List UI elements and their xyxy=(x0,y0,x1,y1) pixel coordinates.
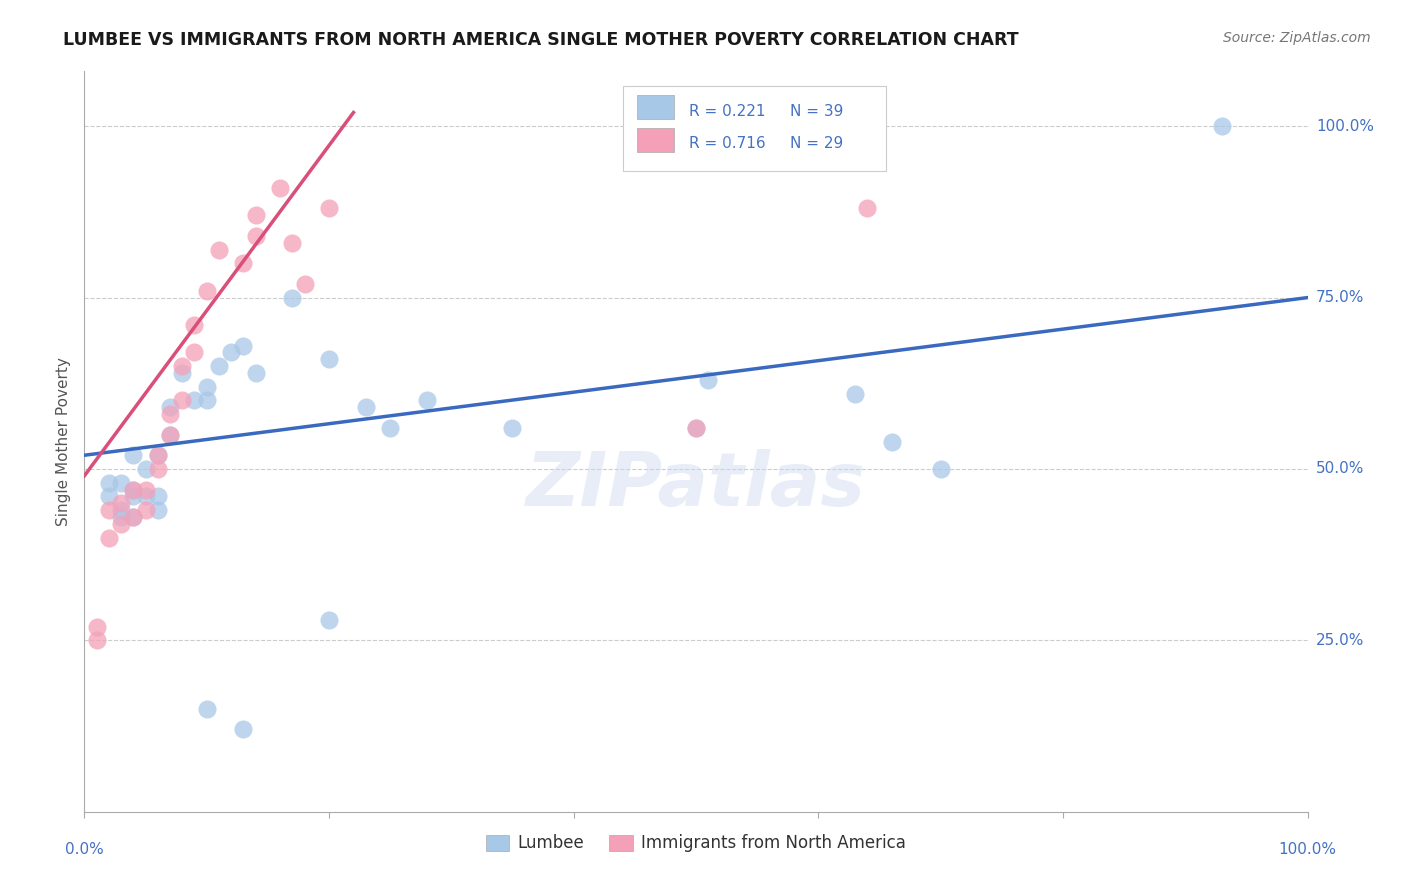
Point xyxy=(110,496,132,510)
Point xyxy=(110,510,132,524)
Point xyxy=(281,235,304,250)
Point xyxy=(294,277,316,291)
Point xyxy=(880,434,903,449)
Text: 50.0%: 50.0% xyxy=(1316,461,1364,476)
Point xyxy=(122,489,145,503)
Point xyxy=(135,462,157,476)
Point xyxy=(354,401,377,415)
Point xyxy=(685,421,707,435)
Text: 0.0%: 0.0% xyxy=(65,842,104,857)
Point xyxy=(159,427,181,442)
Point xyxy=(1211,119,1233,133)
Point xyxy=(86,633,108,648)
Point xyxy=(195,284,218,298)
Legend: Lumbee, Immigrants from North America: Lumbee, Immigrants from North America xyxy=(479,828,912,859)
Text: Source: ZipAtlas.com: Source: ZipAtlas.com xyxy=(1223,31,1371,45)
Point xyxy=(697,373,720,387)
Point xyxy=(135,503,157,517)
Point xyxy=(195,380,218,394)
Point xyxy=(183,318,205,332)
Text: 100.0%: 100.0% xyxy=(1316,119,1374,134)
Point xyxy=(318,202,340,216)
Point xyxy=(146,462,169,476)
Point xyxy=(159,401,181,415)
Point xyxy=(122,510,145,524)
Point xyxy=(269,181,291,195)
Text: R = 0.221: R = 0.221 xyxy=(689,103,765,119)
Point xyxy=(172,393,194,408)
Point xyxy=(685,421,707,435)
Point xyxy=(245,208,267,222)
Point xyxy=(318,352,340,367)
Text: 25.0%: 25.0% xyxy=(1316,632,1364,648)
Point xyxy=(183,345,205,359)
Point xyxy=(122,448,145,462)
Point xyxy=(146,448,169,462)
Point xyxy=(183,393,205,408)
Point xyxy=(245,366,267,380)
Text: N = 29: N = 29 xyxy=(790,136,844,152)
Point xyxy=(195,702,218,716)
Text: ZIPatlas: ZIPatlas xyxy=(526,450,866,523)
Point xyxy=(159,427,181,442)
Point xyxy=(208,243,231,257)
Point xyxy=(232,256,254,270)
Point xyxy=(844,386,866,401)
Point xyxy=(929,462,952,476)
Point xyxy=(110,516,132,531)
Point xyxy=(232,723,254,737)
Point xyxy=(195,393,218,408)
Point xyxy=(318,613,340,627)
Point xyxy=(86,619,108,633)
Point xyxy=(232,338,254,352)
Point xyxy=(281,291,304,305)
Y-axis label: Single Mother Poverty: Single Mother Poverty xyxy=(56,357,72,526)
Point xyxy=(219,345,242,359)
Point xyxy=(380,421,402,435)
FancyBboxPatch shape xyxy=(637,95,673,120)
Point xyxy=(122,483,145,497)
Point xyxy=(97,489,120,503)
Point xyxy=(172,359,194,373)
Text: 75.0%: 75.0% xyxy=(1316,290,1364,305)
Point xyxy=(502,421,524,435)
Point xyxy=(172,366,194,380)
Point xyxy=(135,483,157,497)
FancyBboxPatch shape xyxy=(637,128,673,152)
Point xyxy=(122,483,145,497)
Point xyxy=(856,202,879,216)
FancyBboxPatch shape xyxy=(623,87,886,171)
Point xyxy=(122,510,145,524)
Text: 100.0%: 100.0% xyxy=(1278,842,1337,857)
Point xyxy=(110,503,132,517)
Point xyxy=(208,359,231,373)
Point xyxy=(110,475,132,490)
Text: R = 0.716: R = 0.716 xyxy=(689,136,765,152)
Text: N = 39: N = 39 xyxy=(790,103,844,119)
Text: LUMBEE VS IMMIGRANTS FROM NORTH AMERICA SINGLE MOTHER POVERTY CORRELATION CHART: LUMBEE VS IMMIGRANTS FROM NORTH AMERICA … xyxy=(63,31,1019,49)
Point xyxy=(97,531,120,545)
Point xyxy=(159,407,181,421)
Point xyxy=(146,489,169,503)
Point xyxy=(245,228,267,243)
Point xyxy=(416,393,439,408)
Point xyxy=(135,489,157,503)
Point xyxy=(146,448,169,462)
Point xyxy=(97,475,120,490)
Point xyxy=(97,503,120,517)
Point xyxy=(146,503,169,517)
